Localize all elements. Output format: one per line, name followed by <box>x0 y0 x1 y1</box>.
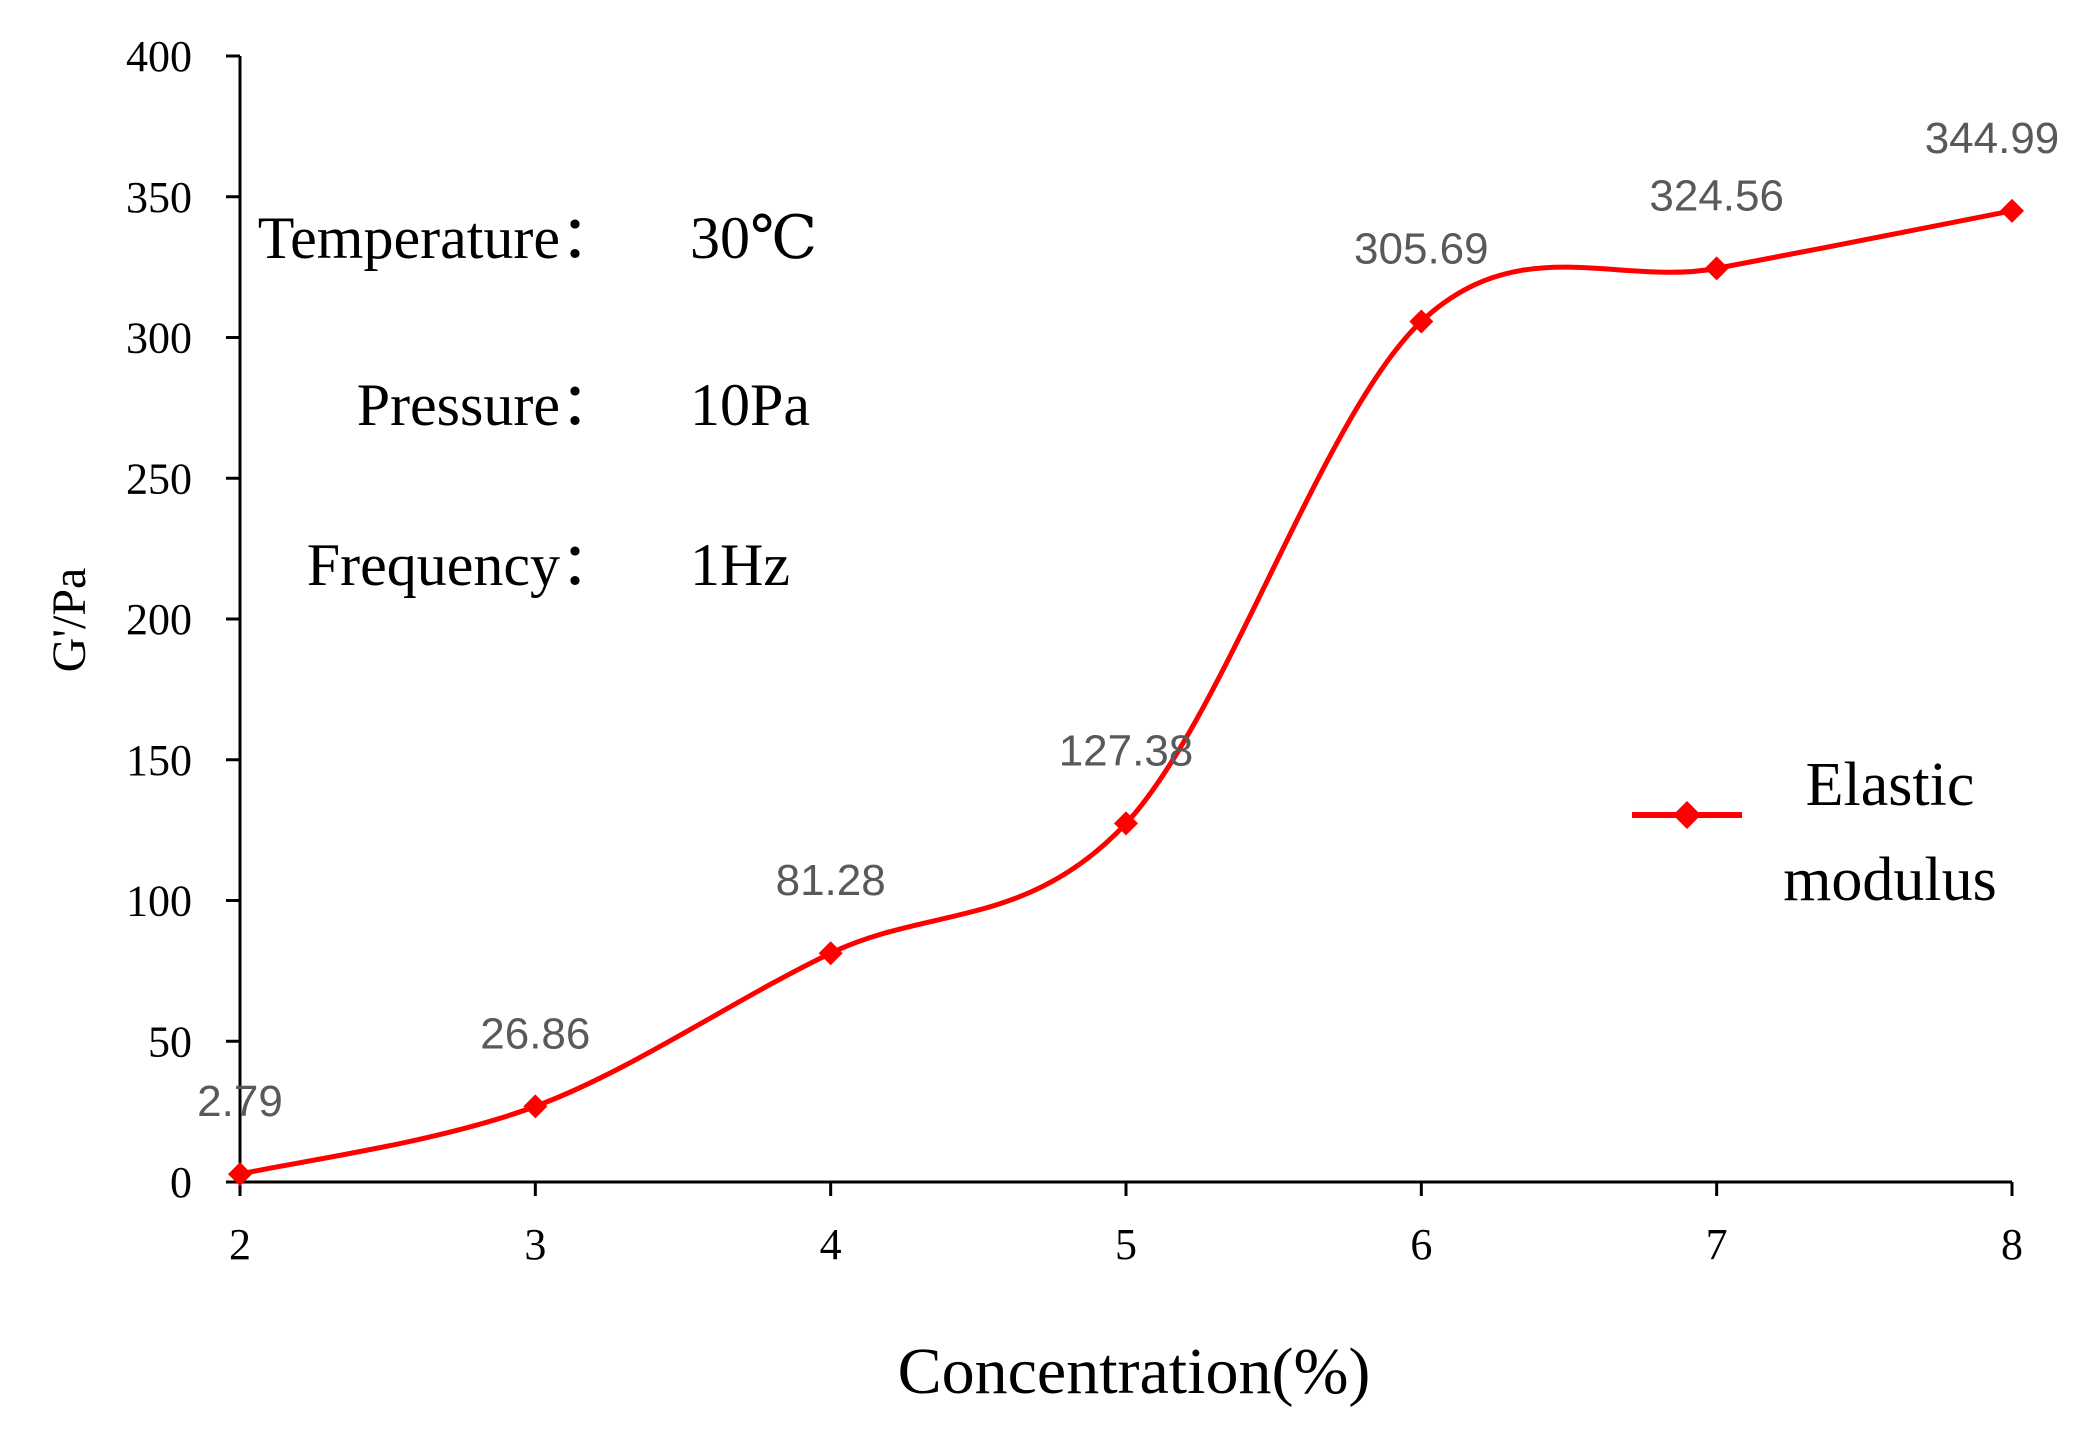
y-tick-label: 0 <box>170 1158 192 1207</box>
y-tick-label: 350 <box>126 173 192 222</box>
series-line-elastic-modulus <box>239 208 2013 1177</box>
data-point-marker <box>2000 198 2024 223</box>
x-ticks: 2 3 4 5 6 7 8 <box>229 1182 2023 1269</box>
conditions-annotation: Temperature： 30℃ Pressure： 10Pa Frequenc… <box>258 205 817 598</box>
temperature-value: 30℃ <box>690 205 817 271</box>
y-axis-title: G'/Pa <box>43 568 96 673</box>
pressure-label: Pressure： <box>357 372 620 438</box>
data-label: 81.28 <box>776 856 886 905</box>
frequency-label: Frequency： <box>307 532 620 598</box>
x-axis-title: Concentration(%) <box>898 1335 1371 1408</box>
y-tick-label: 200 <box>126 595 192 644</box>
legend-label-line1: Elastic <box>1806 751 1975 819</box>
y-tick-label: 250 <box>126 454 192 503</box>
temperature-label: Temperature： <box>258 205 620 271</box>
data-point-marker <box>1114 811 1138 836</box>
x-tick-label: 4 <box>820 1220 842 1269</box>
x-tick-label: 3 <box>524 1220 546 1269</box>
data-label: 305.69 <box>1354 224 1489 273</box>
y-tick-label: 400 <box>126 32 192 81</box>
series-markers <box>228 198 2024 1187</box>
y-tick-label: 300 <box>126 314 192 363</box>
data-point-marker <box>523 1094 548 1119</box>
x-tick-label: 2 <box>229 1220 251 1269</box>
data-labels: 2.79 26.86 81.28 127.38 305.69 324.56 344.99 <box>197 114 2059 1126</box>
data-point-marker <box>1409 309 1434 334</box>
data-label: 324.56 <box>1649 171 1784 220</box>
data-label: 26.86 <box>480 1009 590 1058</box>
y-tick-label: 150 <box>126 736 192 785</box>
y-tick-label: 100 <box>126 877 192 926</box>
data-point-marker <box>818 941 843 966</box>
x-tick-label: 7 <box>1706 1220 1728 1269</box>
x-tick-label: 8 <box>2001 1220 2023 1269</box>
plot-area: 0 50 100 150 200 250 300 350 400 2 3 4 5 6 7 8 2.79 26.… <box>126 32 2059 1269</box>
y-ticks: 0 50 100 150 200 250 300 350 400 <box>126 32 240 1207</box>
pressure-value: 10Pa <box>690 372 810 438</box>
y-tick-label: 50 <box>148 1017 192 1066</box>
legend: Elastic modulus <box>1632 751 1997 914</box>
data-label: 2.79 <box>197 1077 283 1126</box>
x-tick-label: 5 <box>1115 1220 1137 1269</box>
data-label: 127.38 <box>1059 726 1194 775</box>
x-tick-label: 6 <box>1410 1220 1432 1269</box>
frequency-value: 1Hz <box>690 532 790 598</box>
legend-marker-swatch <box>1673 801 1701 829</box>
data-point-marker <box>1704 256 1729 281</box>
legend-label-line2: modulus <box>1783 846 1997 914</box>
data-label: 344.99 <box>1925 114 2060 163</box>
data-point-marker <box>228 1162 252 1187</box>
